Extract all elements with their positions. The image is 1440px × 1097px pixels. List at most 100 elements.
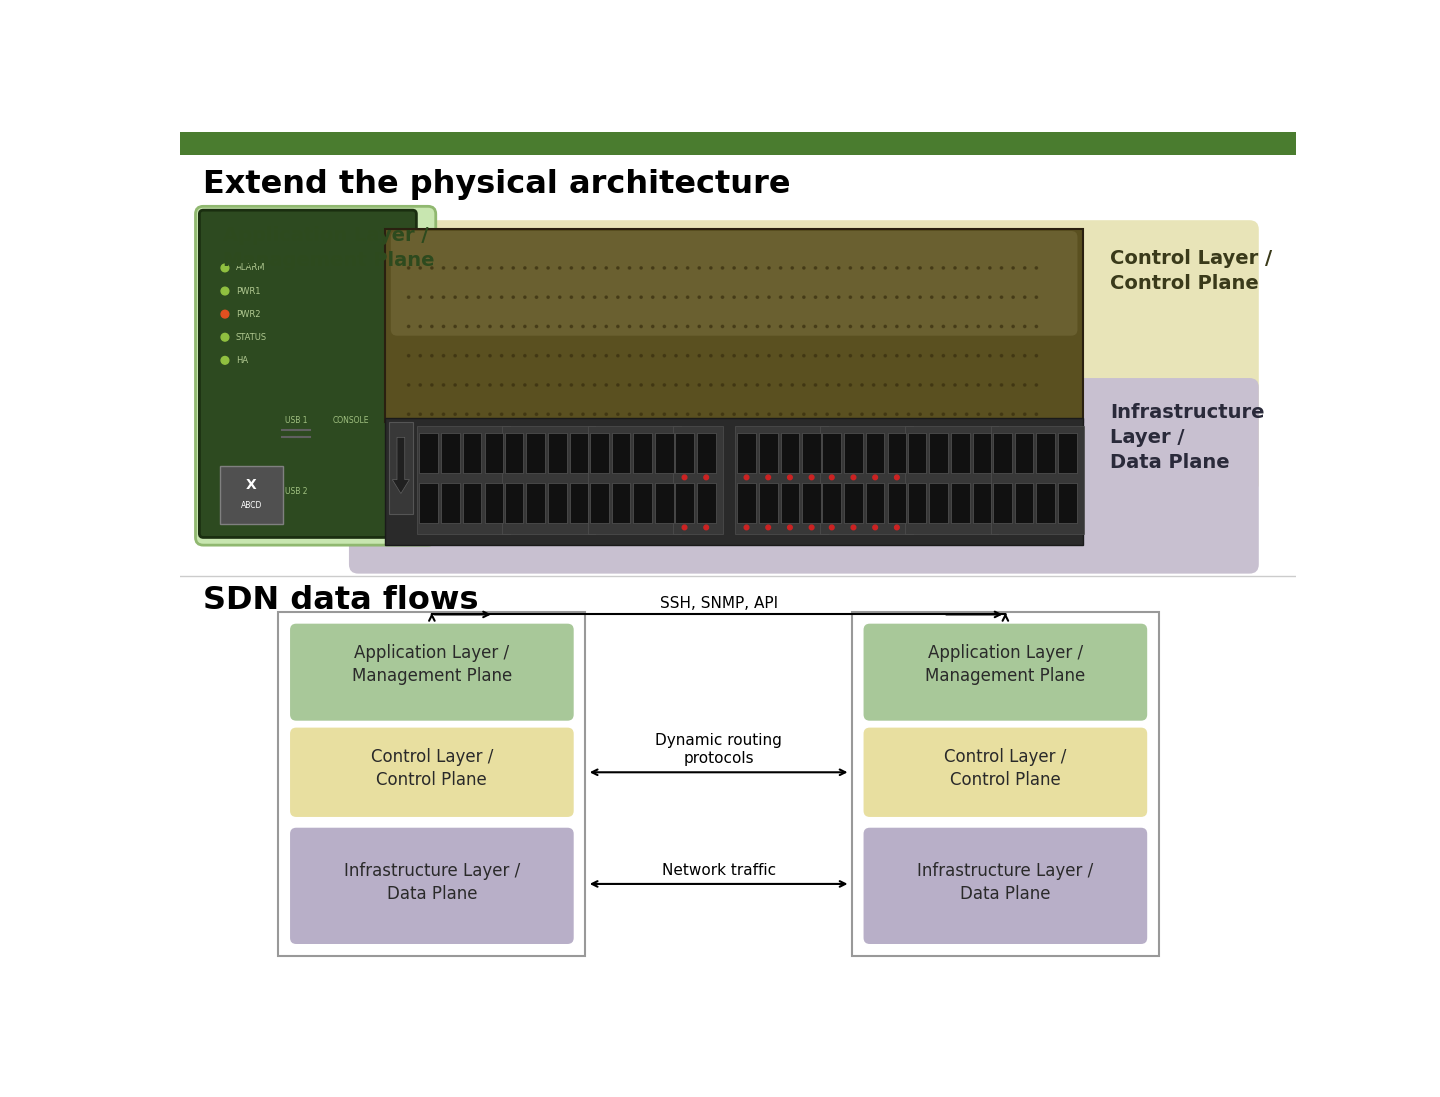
Circle shape (733, 326, 736, 328)
Circle shape (989, 414, 991, 416)
FancyBboxPatch shape (289, 727, 573, 817)
Circle shape (815, 296, 816, 298)
Circle shape (768, 414, 770, 416)
Circle shape (477, 267, 480, 269)
Circle shape (501, 414, 503, 416)
FancyBboxPatch shape (675, 432, 694, 473)
Circle shape (942, 414, 945, 416)
FancyBboxPatch shape (865, 483, 884, 523)
FancyBboxPatch shape (675, 483, 694, 523)
Circle shape (721, 267, 724, 269)
Circle shape (559, 384, 562, 386)
Circle shape (582, 326, 585, 328)
FancyBboxPatch shape (864, 828, 1148, 945)
Circle shape (501, 267, 503, 269)
Circle shape (779, 354, 782, 357)
Circle shape (465, 296, 468, 298)
Circle shape (873, 414, 874, 416)
Circle shape (827, 354, 828, 357)
Circle shape (779, 296, 782, 298)
Circle shape (850, 384, 851, 386)
Circle shape (547, 326, 549, 328)
Circle shape (815, 384, 816, 386)
FancyBboxPatch shape (527, 432, 544, 473)
Circle shape (593, 326, 596, 328)
FancyBboxPatch shape (737, 432, 756, 473)
Circle shape (582, 414, 585, 416)
FancyBboxPatch shape (802, 432, 821, 473)
Circle shape (664, 384, 665, 386)
Circle shape (616, 414, 619, 416)
Circle shape (791, 326, 793, 328)
Circle shape (744, 296, 747, 298)
Text: Network traffic: Network traffic (661, 862, 776, 878)
Circle shape (838, 354, 840, 357)
Circle shape (802, 267, 805, 269)
Circle shape (488, 296, 491, 298)
Circle shape (524, 354, 526, 357)
Circle shape (698, 326, 700, 328)
Circle shape (501, 326, 503, 328)
Text: Control Layer /
Control Plane: Control Layer / Control Plane (370, 748, 492, 789)
FancyBboxPatch shape (289, 624, 573, 721)
Circle shape (788, 475, 792, 479)
FancyBboxPatch shape (929, 432, 948, 473)
Circle shape (965, 384, 968, 386)
Circle shape (616, 267, 619, 269)
Circle shape (465, 414, 468, 416)
Circle shape (1012, 296, 1014, 298)
FancyBboxPatch shape (220, 466, 284, 524)
Text: Infrastructure Layer /
Data Plane: Infrastructure Layer / Data Plane (344, 861, 520, 903)
FancyBboxPatch shape (907, 432, 926, 473)
Circle shape (884, 267, 887, 269)
Circle shape (465, 267, 468, 269)
Circle shape (919, 326, 922, 328)
Bar (672, 426, 723, 533)
Circle shape (896, 354, 899, 357)
Circle shape (919, 267, 922, 269)
Circle shape (639, 354, 642, 357)
Text: SSH, SNMP, API: SSH, SNMP, API (660, 596, 778, 611)
Circle shape (639, 267, 642, 269)
Circle shape (419, 354, 422, 357)
Circle shape (873, 326, 874, 328)
Circle shape (861, 296, 863, 298)
Text: Control Layer /
Control Plane: Control Layer / Control Plane (1110, 249, 1272, 293)
Circle shape (861, 354, 863, 357)
FancyArrow shape (392, 438, 409, 494)
FancyBboxPatch shape (612, 432, 631, 473)
Circle shape (477, 384, 480, 386)
Circle shape (942, 354, 945, 357)
Circle shape (616, 326, 619, 328)
FancyBboxPatch shape (196, 206, 436, 545)
Circle shape (664, 354, 665, 357)
FancyBboxPatch shape (348, 220, 1259, 493)
Circle shape (664, 414, 665, 416)
Circle shape (536, 354, 537, 357)
FancyBboxPatch shape (864, 727, 1148, 817)
Circle shape (687, 414, 688, 416)
Circle shape (664, 296, 665, 298)
Circle shape (756, 354, 759, 357)
Circle shape (768, 326, 770, 328)
Circle shape (896, 384, 899, 386)
Text: USB 1: USB 1 (285, 416, 308, 425)
FancyBboxPatch shape (1015, 432, 1034, 473)
Circle shape (942, 326, 945, 328)
Circle shape (721, 384, 724, 386)
Circle shape (779, 384, 782, 386)
Circle shape (1024, 326, 1025, 328)
Bar (821, 426, 913, 533)
Circle shape (779, 414, 782, 416)
Circle shape (907, 267, 910, 269)
Circle shape (605, 354, 608, 357)
Circle shape (965, 414, 968, 416)
Circle shape (442, 414, 445, 416)
Circle shape (919, 414, 922, 416)
Circle shape (501, 354, 503, 357)
FancyBboxPatch shape (419, 432, 438, 473)
Bar (991, 426, 1084, 533)
Circle shape (1035, 296, 1038, 298)
Text: Control Layer /
Control Plane: Control Layer / Control Plane (945, 748, 1067, 789)
Circle shape (919, 384, 922, 386)
